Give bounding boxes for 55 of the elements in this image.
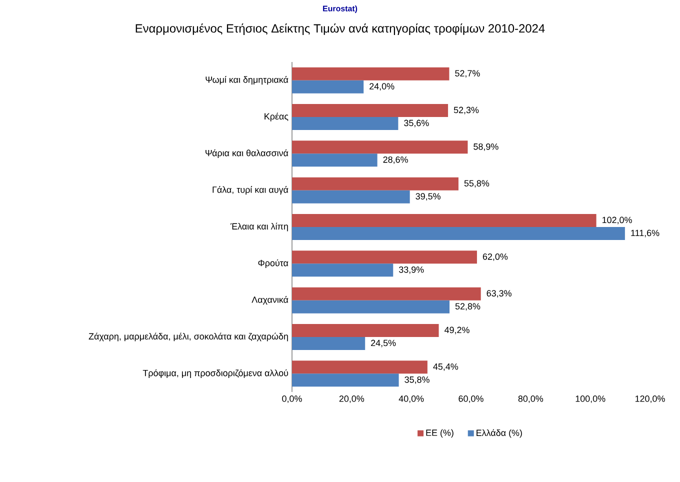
legend-label: ΕΕ (%) [426, 429, 454, 438]
x-tick-label: 20,0% [339, 396, 364, 403]
x-tick-label: 40,0% [398, 396, 424, 403]
bar [292, 214, 596, 228]
y-tick-label: Ζάχαρη, μαρμελάδα, μέλι, σοκολάτα και ζαχαρώδη [88, 332, 288, 342]
data-label: 102,0% [602, 216, 632, 224]
data-label: 58,9% [474, 143, 498, 151]
bar [292, 117, 398, 130]
bar [292, 104, 448, 118]
legend-label: Ελλάδα (%) [476, 429, 522, 438]
data-label: 33,9% [399, 266, 424, 274]
y-tick-label: Λαχανικά [252, 296, 288, 305]
data-label: 52,3% [454, 106, 479, 114]
y-tick-label: Τρόφιμα, μη προσδιοριζόμενα αλλού [142, 369, 288, 378]
bar [292, 374, 399, 387]
data-label: 35,6% [404, 120, 429, 128]
y-tick-label: Φρούτα [258, 259, 288, 268]
data-label: 24,5% [371, 340, 396, 348]
bar [292, 337, 366, 350]
data-label: 39,5% [416, 193, 440, 201]
bar [292, 140, 468, 154]
data-label: 63,3% [486, 290, 512, 298]
bar [292, 250, 477, 264]
y-tick-label: Ψάρια και θαλασσινά [206, 149, 288, 158]
y-tick-label: Έλαια και λίπη [230, 222, 288, 232]
bar [292, 154, 378, 167]
data-label: 45,4% [433, 363, 458, 371]
bar [292, 264, 394, 277]
x-tick-label: 60,0% [458, 396, 484, 403]
bar [292, 67, 450, 80]
bar [292, 227, 625, 240]
data-label: 24,0% [370, 83, 394, 91]
bar [292, 190, 410, 204]
chart-title: Εναρμονισμένος Ετήσιος Δείκτης Τιμών ανά κατηγορίας τροφίμων 2010-2024 [136, 24, 545, 36]
data-label: 62,0% [482, 253, 508, 261]
data-label: 111,6% [631, 230, 660, 238]
x-tick-label: 100,0% [576, 396, 606, 403]
bar [292, 177, 458, 190]
x-tick-label: 120,0% [635, 396, 665, 403]
bar [292, 324, 439, 337]
data-label: 52,7% [455, 70, 480, 78]
bar [292, 300, 450, 314]
data-label: 28,6% [383, 156, 408, 164]
data-label: 35,8% [404, 376, 430, 384]
data-label: 55,8% [464, 180, 490, 188]
y-tick-label: Κρέας [264, 112, 288, 122]
bar [292, 287, 481, 300]
x-tick-label: 80,0% [518, 396, 544, 403]
y-tick-label: Ψωμί και δημητριακά [206, 76, 288, 85]
x-tick-label: 0,0% [282, 396, 302, 403]
bar [292, 360, 428, 374]
y-tick-label: Γάλα, τυρί και αυγά [212, 186, 288, 195]
data-label: 52,8% [455, 303, 480, 311]
bar [292, 80, 364, 94]
data-label: 49,2% [444, 326, 470, 334]
